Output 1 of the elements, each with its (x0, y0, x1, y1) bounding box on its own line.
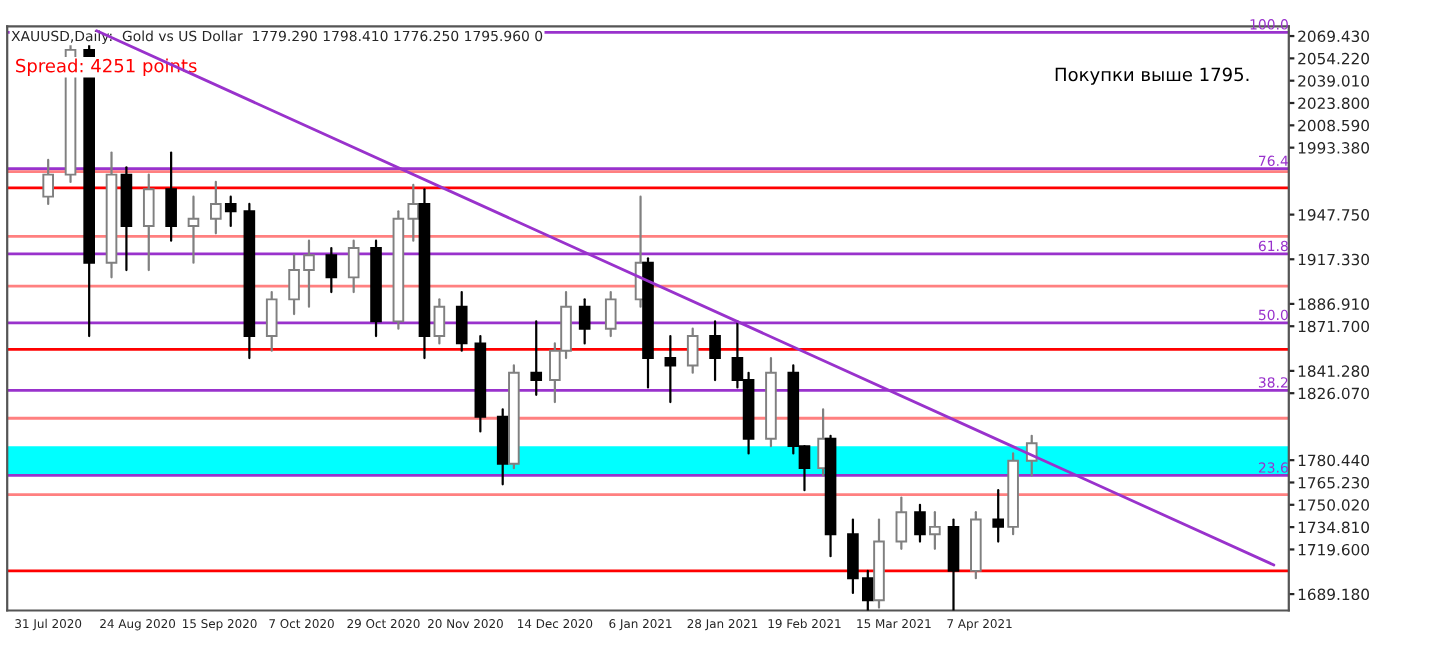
annotation: Покупки выше 1795. (1055, 67, 1249, 85)
